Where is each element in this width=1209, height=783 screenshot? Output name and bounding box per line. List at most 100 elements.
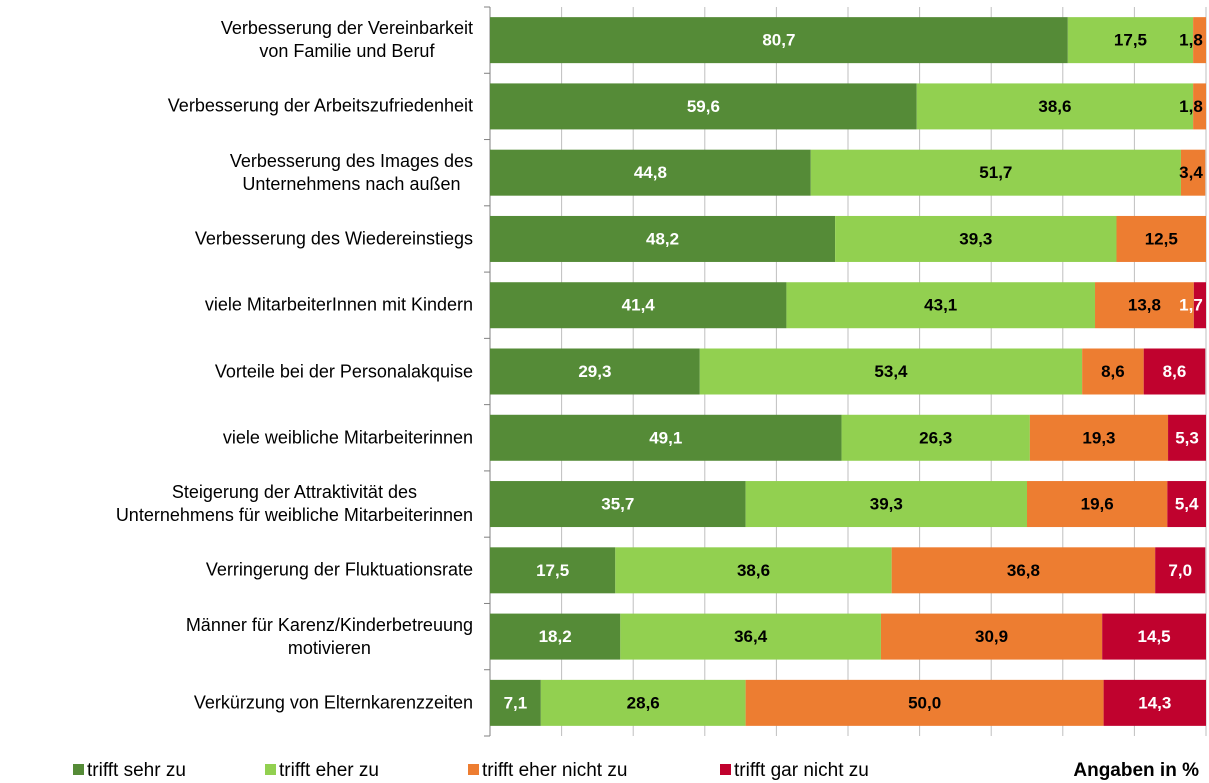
value-label: 50,0	[908, 693, 941, 712]
value-label: 8,6	[1163, 362, 1187, 381]
value-label: 30,9	[975, 627, 1008, 646]
bar-segment	[490, 149, 811, 196]
bar-segment	[699, 348, 1083, 395]
bar-segment	[1143, 348, 1206, 395]
bar-segment	[1180, 149, 1206, 196]
legend-swatch	[468, 764, 479, 775]
bar-segment	[745, 481, 1027, 528]
bar-segment	[810, 149, 1181, 196]
bar-segment	[916, 83, 1194, 130]
value-label: 51,7	[979, 163, 1012, 182]
bar-segment	[1027, 481, 1168, 528]
legend-swatch	[265, 764, 276, 775]
bar-segment	[1168, 414, 1206, 461]
value-label: 1,7	[1179, 296, 1203, 315]
bar-segment	[1167, 481, 1206, 528]
bar-segment	[891, 547, 1156, 594]
value-label: 44,8	[634, 163, 667, 182]
value-label: 28,6	[627, 693, 660, 712]
legend-label: trifft eher nicht zu	[482, 760, 627, 781]
bar-segment	[1095, 282, 1194, 329]
value-label: 38,6	[1038, 97, 1071, 116]
bar-segment	[490, 348, 700, 395]
value-label: 48,2	[646, 229, 679, 248]
bar-segment	[1155, 547, 1206, 594]
bar-segment	[615, 547, 892, 594]
category-label: viele MitarbeiterInnen mit Kindern	[204, 294, 473, 315]
value-label: 13,8	[1128, 296, 1161, 315]
value-label: 35,7	[601, 495, 634, 514]
value-label: 17,5	[536, 561, 569, 580]
legend-label: trifft eher zu	[279, 760, 379, 781]
value-label: 12,5	[1145, 229, 1178, 248]
value-label: 49,1	[649, 428, 682, 447]
bar-segment	[490, 481, 746, 528]
bar-segment	[490, 215, 836, 262]
value-label: 36,8	[1007, 561, 1040, 580]
value-label: 36,4	[734, 627, 768, 646]
value-label: 3,4	[1179, 163, 1203, 182]
bar-segment	[745, 679, 1104, 726]
category-label: Vorteile bei der Personalakquise	[214, 361, 473, 381]
legend-swatch	[720, 764, 731, 775]
bar-segment	[490, 547, 616, 594]
value-label: 8,6	[1101, 362, 1125, 381]
bar-segment	[540, 679, 746, 726]
bar-segment	[1193, 17, 1206, 64]
bar-segment	[490, 679, 541, 726]
bar-segment	[490, 613, 621, 660]
category-label: viele weibliche Mitarbeiterinnen	[222, 427, 473, 448]
value-label: 17,5	[1114, 31, 1147, 50]
category-label: Verkürzung von Elternkarenzzeiten	[193, 692, 473, 713]
value-label: 1,8	[1179, 31, 1203, 50]
bar-segment	[841, 414, 1030, 461]
bar-segment	[835, 215, 1117, 262]
value-label: 43,1	[924, 296, 957, 315]
bar-segment	[1067, 17, 1194, 64]
value-label: 5,3	[1175, 428, 1199, 447]
bar-segment	[620, 613, 881, 660]
legend-label: trifft gar nicht zu	[734, 760, 869, 781]
bar-segment	[880, 613, 1103, 660]
category-label: Steigerung der Attraktivität des Unterne…	[115, 482, 473, 526]
value-label: 14,5	[1138, 627, 1171, 646]
category-label: Verbesserung der Vereinbarkeit von Famil…	[220, 18, 473, 62]
bar-segment	[1116, 215, 1206, 262]
value-label: 7,1	[504, 693, 528, 712]
category-label: Verbesserung des Wiedereinstiegs	[194, 228, 473, 249]
annotation: Angaben in %	[1073, 760, 1199, 781]
value-label: 38,6	[737, 561, 770, 580]
legend-swatch	[73, 764, 84, 775]
value-label: 14,3	[1138, 693, 1171, 712]
bar-segment	[490, 414, 842, 461]
value-label: 5,4	[1175, 495, 1199, 514]
legend-label: trifft sehr zu	[87, 760, 186, 781]
value-label: 19,3	[1082, 428, 1115, 447]
bar-segment	[786, 282, 1096, 329]
value-label: 7,0	[1168, 561, 1192, 580]
value-label: 53,4	[874, 362, 908, 381]
value-label: 41,4	[622, 296, 656, 315]
bar-segment	[1029, 414, 1169, 461]
category-label: Verbesserung des Images des Unternehmens…	[229, 150, 473, 194]
value-label: 80,7	[762, 31, 795, 50]
bar-segment	[490, 282, 787, 329]
value-label: 18,2	[539, 627, 572, 646]
bar-segment	[1082, 348, 1144, 395]
bar-segment	[490, 83, 917, 130]
value-label: 26,3	[919, 428, 952, 447]
value-label: 1,8	[1179, 97, 1203, 116]
value-label: 59,6	[687, 97, 720, 116]
bar-segment	[1103, 679, 1206, 726]
value-label: 29,3	[578, 362, 611, 381]
value-label: 39,3	[870, 495, 903, 514]
category-label: Männer für Karenz/Kinderbetreuung motivi…	[185, 614, 473, 658]
bar-segment	[1193, 282, 1206, 329]
value-label: 39,3	[959, 229, 992, 248]
category-label: Verbesserung der Arbeitszufriedenheit	[167, 95, 473, 116]
bar-segment	[1193, 83, 1206, 130]
bar-segment	[490, 17, 1068, 64]
value-label: 19,6	[1081, 495, 1114, 514]
